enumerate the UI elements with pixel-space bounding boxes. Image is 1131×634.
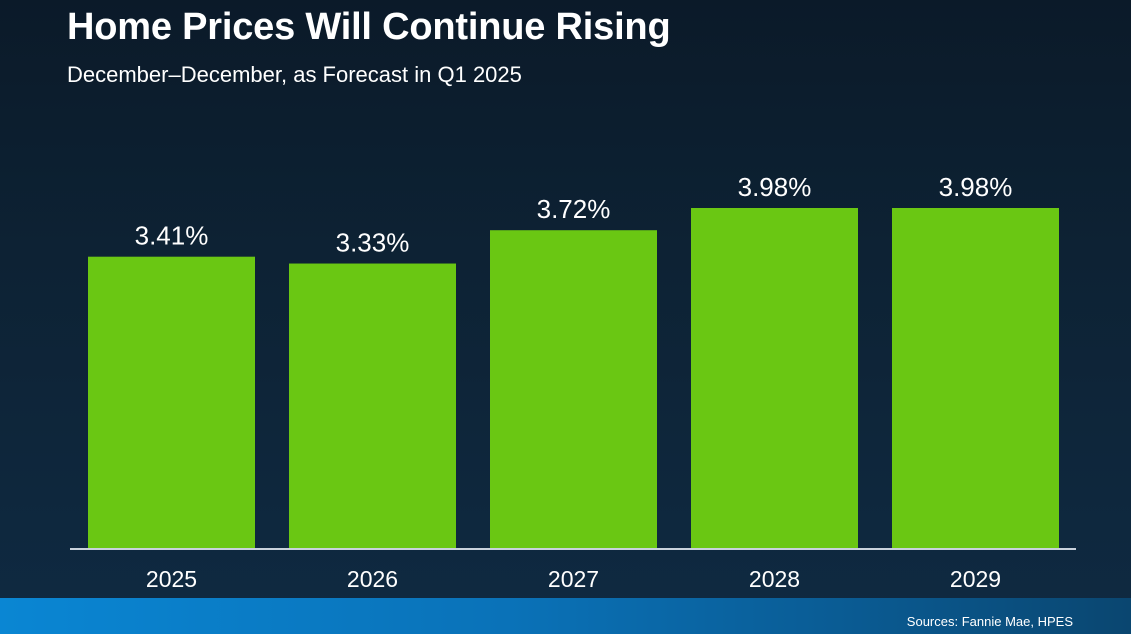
labels-group: 3.41% 2025 3.33% 2026 3.72% 2027 3.98% 2028 3.98… [135, 172, 1013, 592]
bar-2028 [691, 208, 858, 548]
bar-chart: 3.41% 2025 3.33% 2026 3.72% 2027 3.98% 2028 3.98… [70, 172, 1076, 592]
x-tick-label-2029: 2029 [950, 566, 1001, 592]
x-tick-label-2027: 2027 [548, 566, 599, 592]
bar-2029 [892, 208, 1059, 548]
data-label-2025: 3.41% [135, 221, 209, 251]
bar-2025 [88, 256, 255, 548]
data-label-2026: 3.33% [336, 228, 410, 258]
footer-bar: Sources: Fannie Mae, HPES [0, 598, 1131, 634]
x-tick-label-2025: 2025 [146, 566, 197, 592]
x-tick-label-2028: 2028 [749, 566, 800, 592]
bars-group [88, 208, 1059, 548]
chart-subtitle: December–December, as Forecast in Q1 202… [67, 62, 522, 87]
data-label-2027: 3.72% [537, 194, 611, 224]
bar-2027 [490, 230, 657, 548]
data-label-2029: 3.98% [939, 172, 1013, 202]
bar-2026 [289, 263, 456, 548]
x-tick-label-2026: 2026 [347, 566, 398, 592]
data-label-2028: 3.98% [738, 172, 812, 202]
source-note: Sources: Fannie Mae, HPES [906, 614, 1073, 629]
chart-title: Home Prices Will Continue Rising [67, 6, 671, 48]
